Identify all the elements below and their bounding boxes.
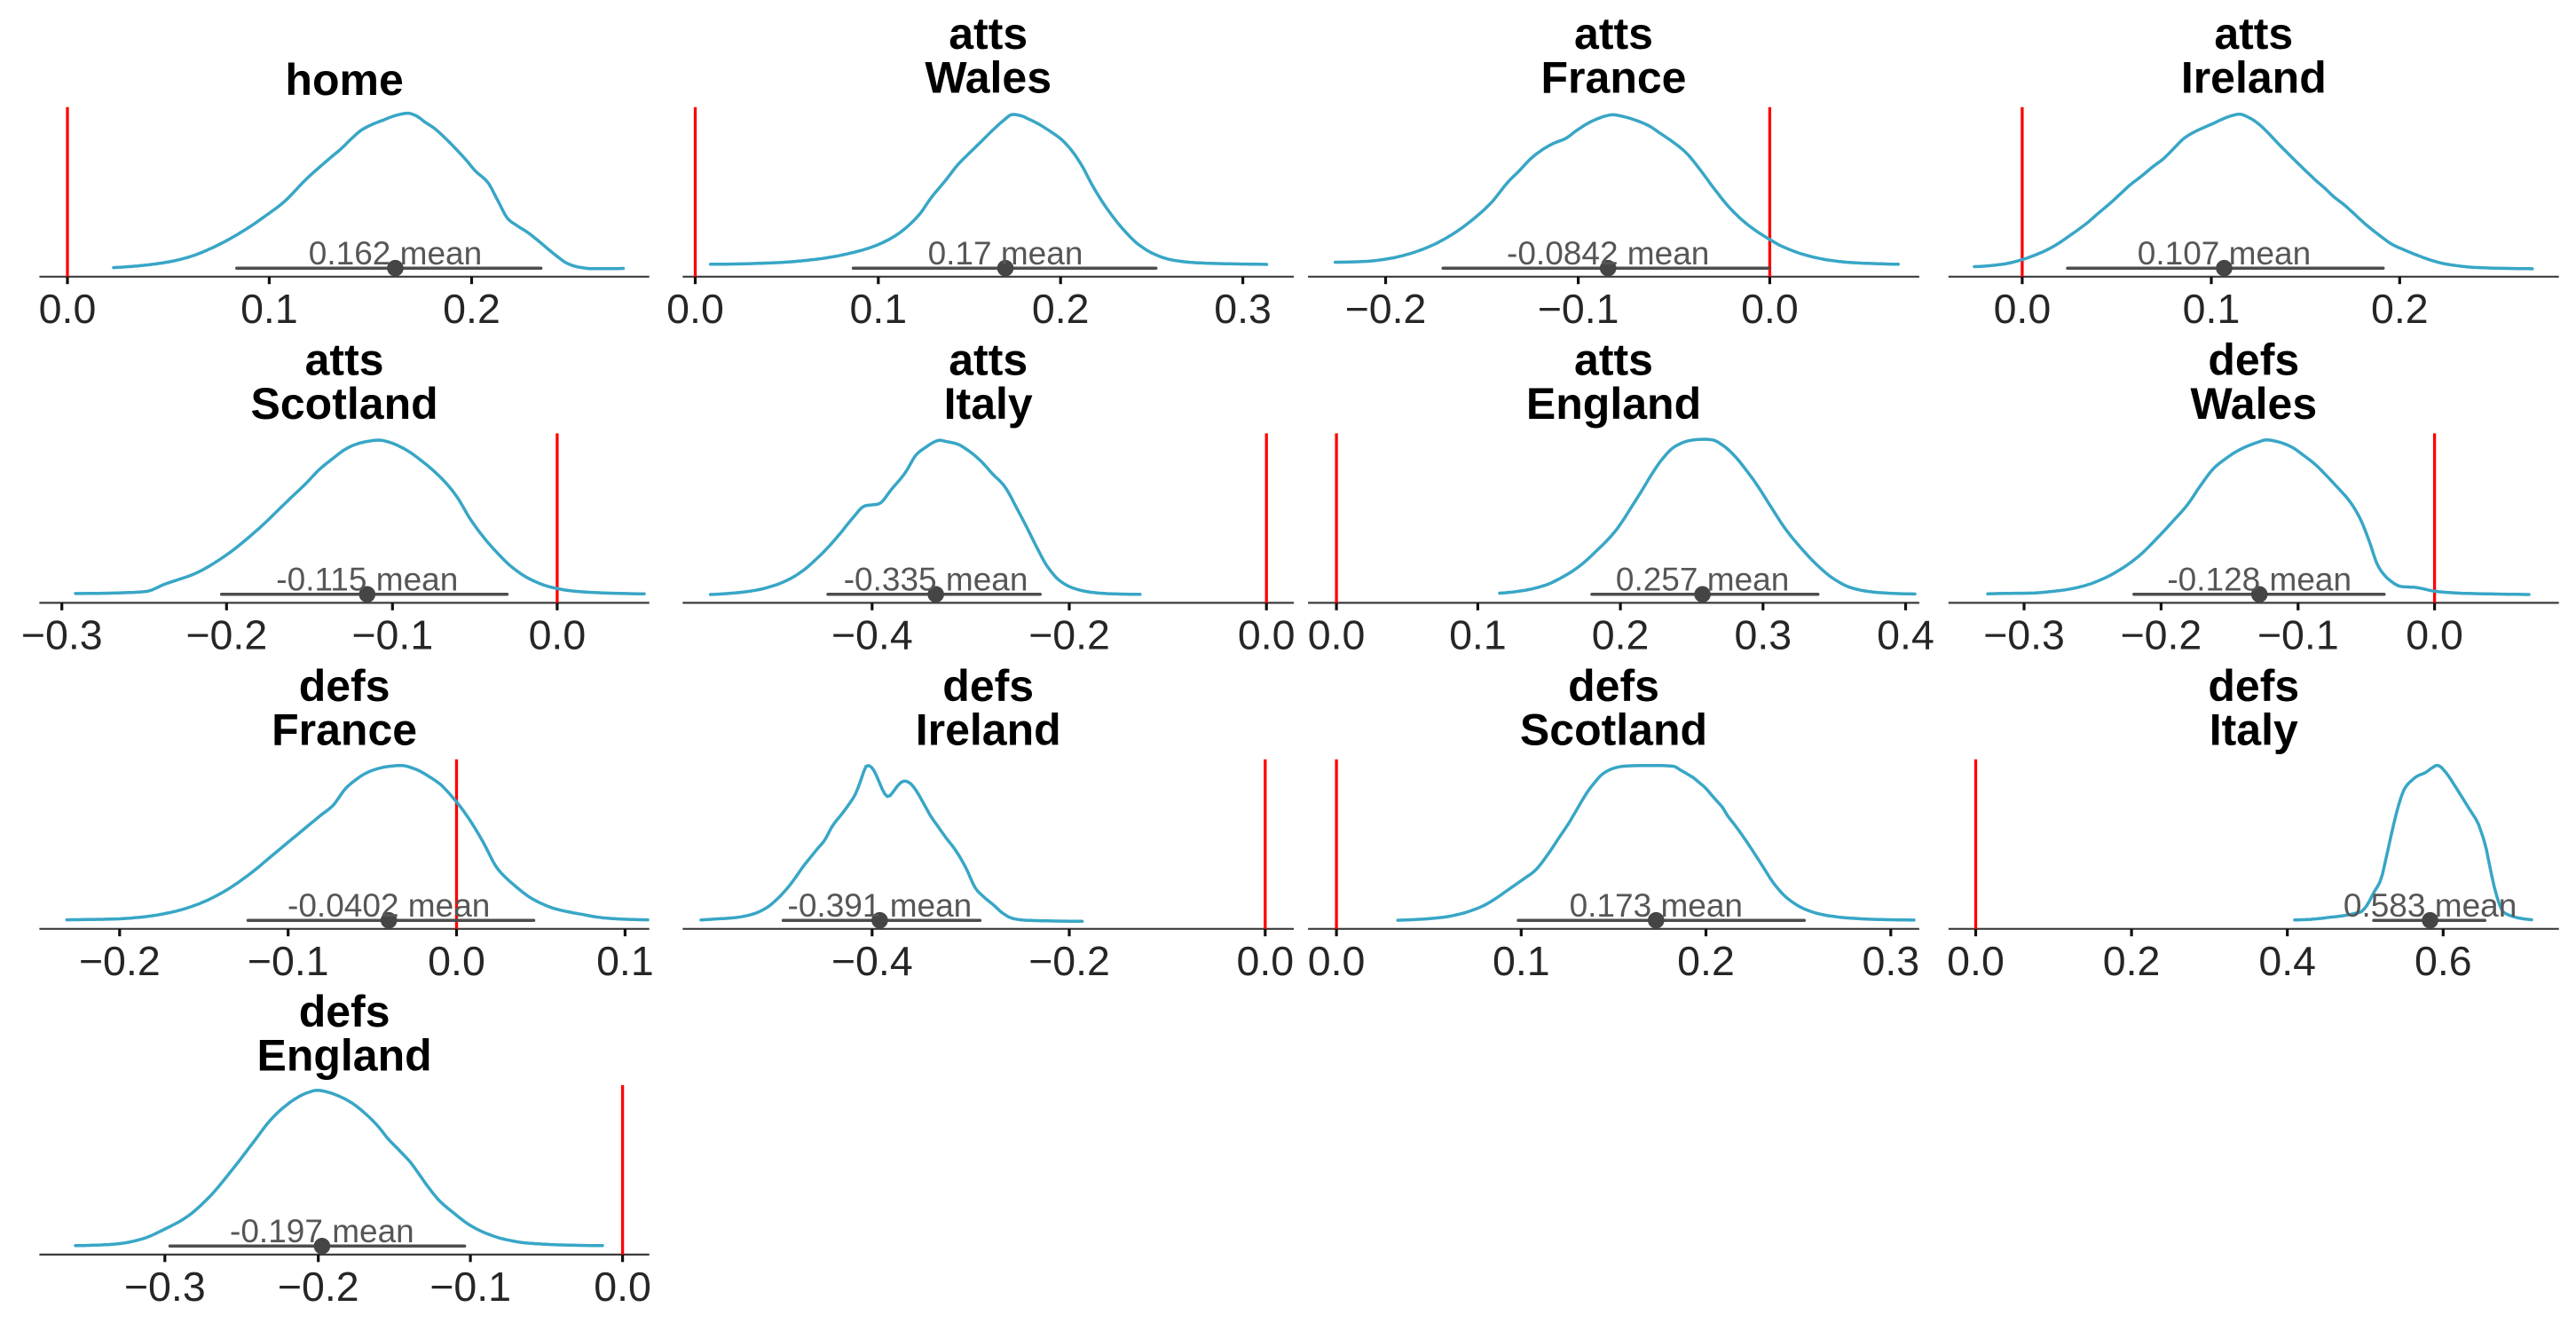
svg-text:0.0: 0.0 <box>1238 611 1296 658</box>
svg-text:0.0: 0.0 <box>1308 611 1366 658</box>
svg-text:0.0: 0.0 <box>1947 938 2005 984</box>
svg-text:0.4: 0.4 <box>1877 611 1934 658</box>
svg-text:Scotland: Scotland <box>1520 705 1707 754</box>
svg-text:−0.3: −0.3 <box>21 611 103 658</box>
svg-text:−0.2: −0.2 <box>278 1264 359 1310</box>
svg-text:0.0: 0.0 <box>39 286 97 332</box>
svg-text:−0.2: −0.2 <box>185 611 267 658</box>
svg-text:0.0: 0.0 <box>2406 611 2463 658</box>
svg-text:0.0: 0.0 <box>594 1264 651 1310</box>
svg-text:0.1: 0.1 <box>1449 611 1507 658</box>
svg-text:0.0: 0.0 <box>1994 286 2052 332</box>
svg-text:0.3: 0.3 <box>1862 938 1919 984</box>
svg-text:defs: defs <box>1568 661 1659 711</box>
svg-text:−0.2: −0.2 <box>2121 611 2202 658</box>
svg-text:0.2: 0.2 <box>2371 286 2429 332</box>
svg-text:atts: atts <box>949 9 1028 59</box>
svg-text:0.162 mean: 0.162 mean <box>309 235 482 272</box>
svg-text:−0.2: −0.2 <box>1028 611 1110 658</box>
svg-text:0.1: 0.1 <box>849 286 907 332</box>
svg-text:England: England <box>1526 379 1701 429</box>
svg-text:0.2: 0.2 <box>443 286 500 332</box>
svg-text:0.4: 0.4 <box>2258 938 2316 984</box>
svg-text:atts: atts <box>305 335 384 385</box>
svg-text:0.583 mean: 0.583 mean <box>2344 887 2517 924</box>
svg-text:−0.2: −0.2 <box>79 938 161 984</box>
svg-text:England: England <box>256 1031 431 1081</box>
svg-text:Italy: Italy <box>944 379 1033 429</box>
svg-text:−0.1: −0.1 <box>248 938 329 984</box>
svg-text:Scotland: Scotland <box>251 379 438 429</box>
svg-text:−0.1: −0.1 <box>2257 611 2339 658</box>
svg-text:France: France <box>272 705 417 754</box>
svg-text:0.1: 0.1 <box>240 286 298 332</box>
svg-text:0.1: 0.1 <box>1493 938 1550 984</box>
svg-text:Ireland: Ireland <box>2181 52 2327 102</box>
svg-text:−0.2: −0.2 <box>1028 938 1110 984</box>
svg-text:0.0: 0.0 <box>428 938 485 984</box>
svg-text:0.0: 0.0 <box>1308 938 1366 984</box>
svg-text:defs: defs <box>299 987 390 1036</box>
svg-text:Wales: Wales <box>925 52 1052 102</box>
svg-text:0.173 mean: 0.173 mean <box>1570 887 1743 924</box>
svg-text:0.0: 0.0 <box>666 286 724 332</box>
svg-text:atts: atts <box>1574 335 1653 385</box>
svg-text:-0.128 mean: -0.128 mean <box>2167 562 2351 598</box>
svg-text:-0.115 mean: -0.115 mean <box>276 562 458 598</box>
svg-text:−0.4: −0.4 <box>831 611 913 658</box>
svg-text:0.17 mean: 0.17 mean <box>928 235 1083 272</box>
svg-text:-0.0402 mean: -0.0402 mean <box>288 887 490 924</box>
svg-text:defs: defs <box>299 661 390 711</box>
svg-text:0.1: 0.1 <box>2183 286 2241 332</box>
svg-text:0.2: 0.2 <box>1592 611 1650 658</box>
svg-text:−0.1: −0.1 <box>429 1264 511 1310</box>
svg-text:-0.197 mean: -0.197 mean <box>230 1213 414 1249</box>
svg-text:−0.3: −0.3 <box>124 1264 206 1310</box>
svg-text:atts: atts <box>1574 9 1653 59</box>
svg-text:−0.1: −0.1 <box>1538 286 1619 332</box>
svg-text:-0.0842 mean: -0.0842 mean <box>1507 235 1709 272</box>
svg-text:atts: atts <box>949 335 1028 385</box>
svg-text:0.0: 0.0 <box>1236 938 1294 984</box>
svg-text:−0.3: −0.3 <box>1983 611 2065 658</box>
svg-text:−0.4: −0.4 <box>831 938 913 984</box>
svg-text:-0.391 mean: -0.391 mean <box>788 887 973 924</box>
svg-text:−0.1: −0.1 <box>351 611 433 658</box>
svg-text:0.2: 0.2 <box>1677 938 1735 984</box>
svg-text:0.3: 0.3 <box>1214 286 1272 332</box>
svg-text:−0.2: −0.2 <box>1345 286 1427 332</box>
svg-text:home: home <box>285 55 403 105</box>
svg-text:defs: defs <box>2208 335 2299 385</box>
svg-text:0.107 mean: 0.107 mean <box>2138 235 2311 272</box>
svg-text:0.0: 0.0 <box>529 611 587 658</box>
svg-text:defs: defs <box>2208 661 2299 711</box>
svg-text:0.1: 0.1 <box>596 938 654 984</box>
svg-text:Wales: Wales <box>2190 379 2317 429</box>
svg-text:atts: atts <box>2214 9 2293 59</box>
svg-text:Ireland: Ireland <box>916 705 1061 754</box>
svg-text:0.6: 0.6 <box>2415 938 2472 984</box>
svg-text:defs: defs <box>942 661 1034 711</box>
svg-text:0.257 mean: 0.257 mean <box>1616 562 1789 598</box>
svg-text:Italy: Italy <box>2210 705 2298 754</box>
svg-text:0.3: 0.3 <box>1734 611 1792 658</box>
svg-text:France: France <box>1541 52 1687 102</box>
svg-text:0.2: 0.2 <box>2103 938 2161 984</box>
svg-text:0.2: 0.2 <box>1032 286 1090 332</box>
svg-text:-0.335 mean: -0.335 mean <box>844 562 1028 598</box>
svg-text:0.0: 0.0 <box>1741 286 1799 332</box>
